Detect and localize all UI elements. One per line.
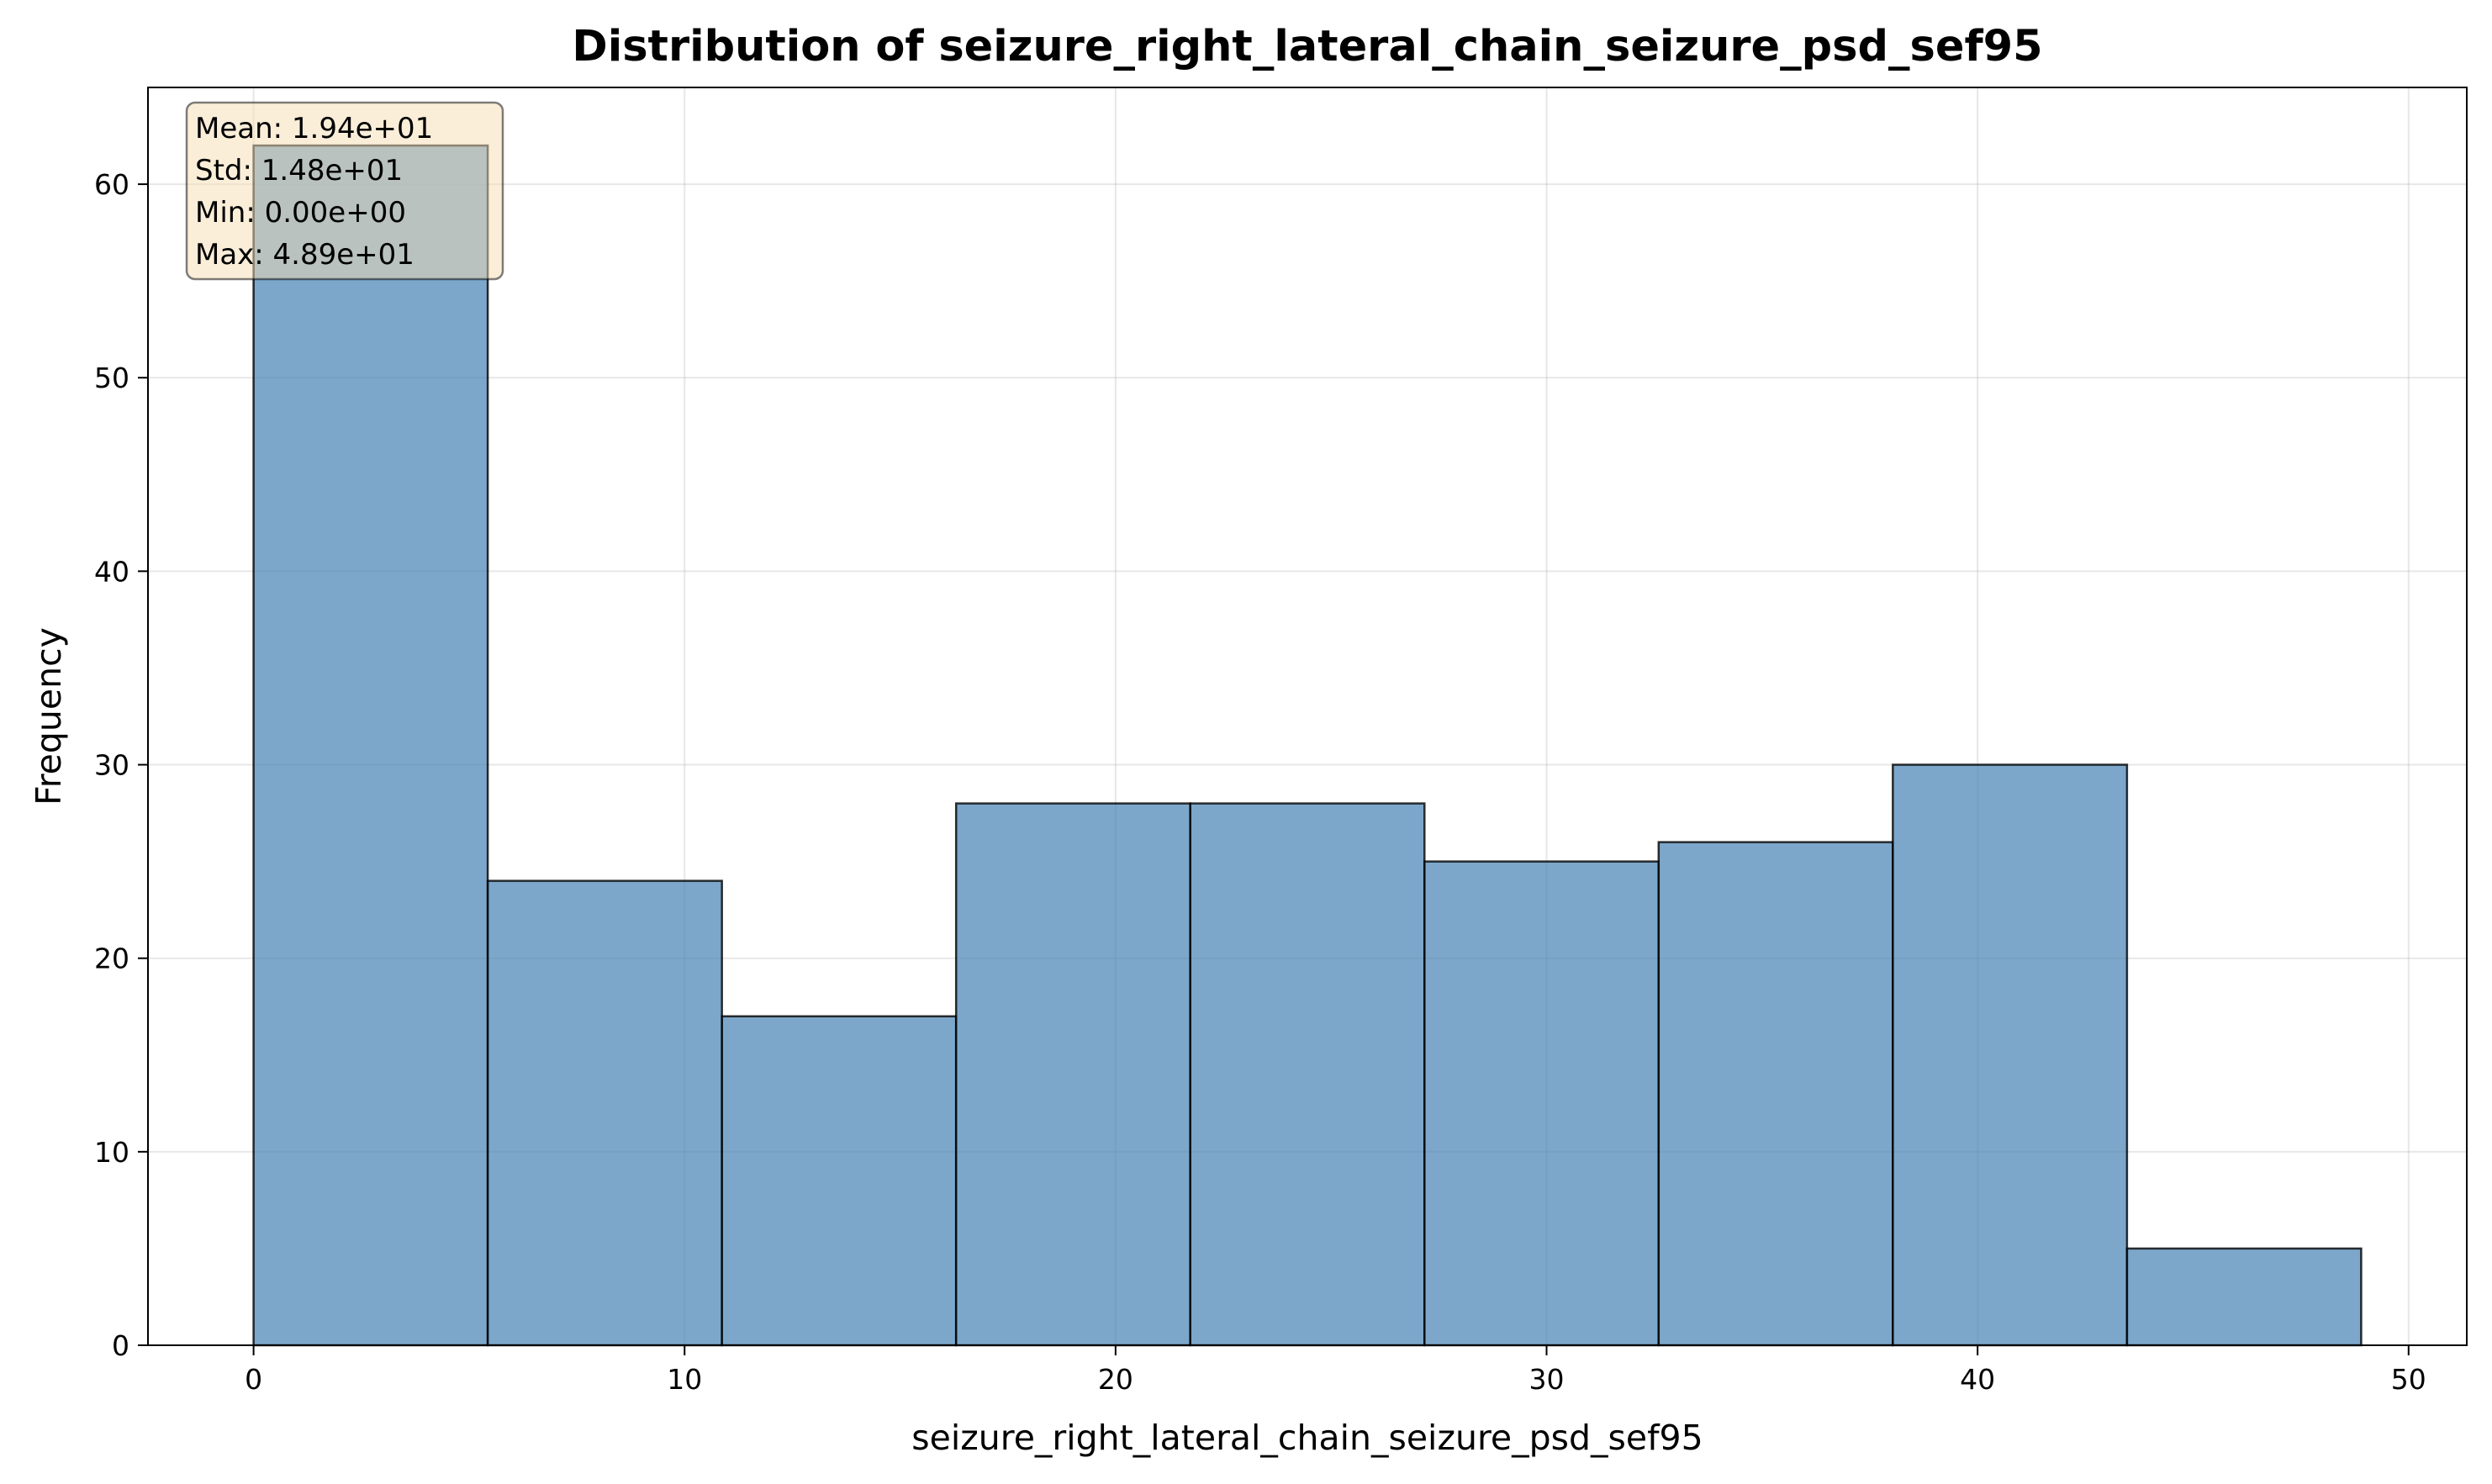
stats-box: Mean: 1.94e+01 Std: 1.48e+01 Min: 0.00e+… [185, 101, 504, 281]
histogram-bar [1423, 860, 1660, 1347]
x-axis-label: seizure_right_lateral_chain_seizure_psd_… [911, 1418, 1703, 1458]
stats-std: Std: 1.48e+01 [195, 154, 403, 187]
y-ticks: 0 10 20 30 40 50 60 [94, 168, 148, 1362]
y-tick-label: 40 [94, 555, 129, 588]
stats-max: Max: 4.89e+01 [195, 238, 414, 272]
histogram-bar [721, 1015, 958, 1347]
plot-frame [147, 87, 2468, 1346]
histogram-bar [252, 144, 489, 1347]
y-tick-label: 0 [112, 1329, 129, 1362]
histogram-bar [486, 879, 723, 1347]
y-tick-label: 50 [94, 362, 129, 394]
y-tick-label: 20 [94, 943, 129, 975]
histogram-bar [1189, 802, 1426, 1347]
x-tick-label: 0 [245, 1363, 262, 1396]
histogram-bar [1892, 763, 2129, 1347]
histogram-bar [1657, 841, 1894, 1347]
x-tick-label: 10 [667, 1363, 702, 1396]
y-tick-label: 30 [94, 749, 129, 782]
y-tick-label: 60 [94, 168, 129, 201]
stats-box-background [185, 101, 504, 281]
stats-min: Min: 0.00e+00 [195, 196, 406, 230]
x-tick-label: 50 [2391, 1363, 2426, 1396]
histogram-bar [2125, 1247, 2363, 1347]
x-tick-label: 30 [1529, 1363, 1565, 1396]
x-tick-label: 20 [1098, 1363, 1133, 1396]
y-axis-label: Frequency [29, 627, 69, 805]
y-tick-label: 10 [94, 1136, 129, 1169]
x-tick-label: 40 [1960, 1363, 1995, 1396]
histogram-bar [954, 802, 1191, 1347]
x-ticks: 0 10 20 30 40 50 [245, 1345, 2426, 1396]
chart-title: Distribution of seizure_right_lateral_ch… [572, 22, 2042, 71]
stats-mean: Mean: 1.94e+01 [195, 112, 433, 145]
bars-layer [252, 144, 2363, 1347]
